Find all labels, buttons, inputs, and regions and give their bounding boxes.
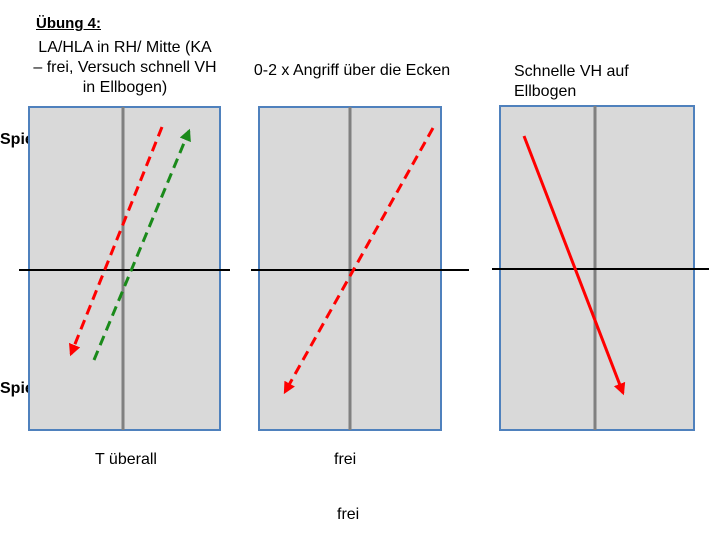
column-1-caption: T überall [95,451,157,468]
table-1 [19,106,230,431]
column-1-title-line-3: in Ellbogen) [82,79,168,96]
column-3-title-line-1: Schnelle VH auf [514,63,629,80]
column-1-title-line-2: – frei, Versuch schnell VH [33,59,217,76]
column-2-caption: frei [334,451,357,468]
table-1-red-dashed-arrow [69,126,164,357]
column-3-title-line-2: Ellbogen [514,83,577,100]
table-3-red-solid-arrow [522,135,626,396]
table-2-red-dashed-arrow [283,127,435,395]
exercise-title: Übung 4: [36,15,101,32]
column-2-title: 0-2 x Angriff über die Ecken [232,61,472,81]
column-1-title-line-1: LA/HLA in RH/ Mitte (KA [38,39,212,56]
column-3-title: Schnelle VH auf Ellbogen [514,62,629,102]
table-2 [251,106,469,431]
column-2-title-line-1: 0-2 x Angriff über die Ecken [253,62,451,79]
table-1-green-dashed-arrow [92,128,191,361]
table-3 [492,105,709,431]
footer-note: frei [337,506,360,523]
column-1-title: LA/HLA in RH/ Mitte (KA – frei, Versuch … [0,38,250,98]
